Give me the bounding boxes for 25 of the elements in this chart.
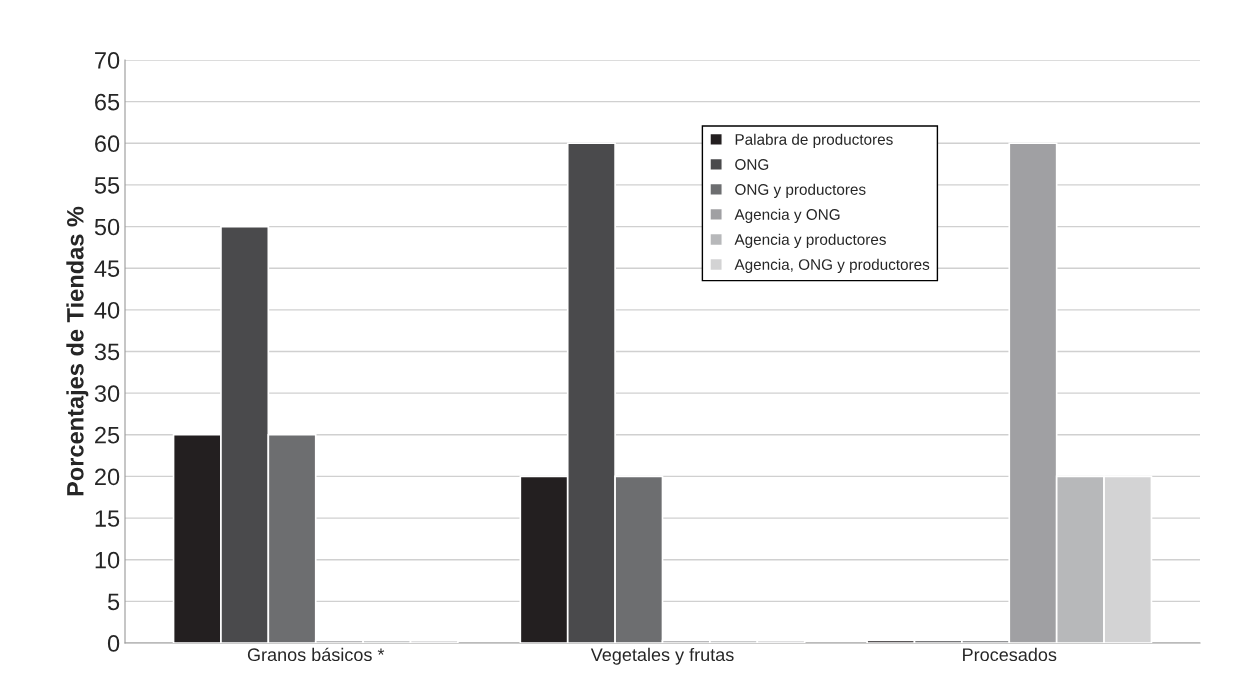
x-tick-label: Vegetales y frutas [590,647,734,665]
y-tick-label: 70 [95,52,120,69]
legend-label: Agencia y productores [734,233,886,248]
y-tick-label: 45 [94,260,120,277]
y-tick-label: 50 [94,218,120,236]
y-tick-label: 5 [107,593,120,611]
y-tick-label: 0 [107,635,120,652]
y-tick-label: 35 [94,343,120,361]
y-tick-label: 20 [95,468,120,486]
y-tick-label: 15 [95,510,120,527]
y-axis-title: Porcentajes de Tiendas % [66,206,89,496]
y-tick-label: 40 [94,301,120,319]
legend-label: Agencia, ONG y productores [734,258,930,273]
y-tick-label: 55 [94,177,120,194]
y-tick-label: 60 [95,135,120,153]
y-tick-label: 65 [95,93,120,111]
legend-label: Agencia y ONG [734,208,840,223]
legend-label: ONG y productores [735,183,866,198]
x-tick-label: Granos básicos * [247,647,385,662]
y-tick-label: 30 [94,385,120,402]
legend-label: ONG [735,159,769,170]
y-tick-label: 25 [95,426,120,444]
x-tick-label: Procesados [963,647,1057,662]
y-tick-label: 10 [95,551,120,569]
legend-label: Palabra de productores [735,133,893,148]
